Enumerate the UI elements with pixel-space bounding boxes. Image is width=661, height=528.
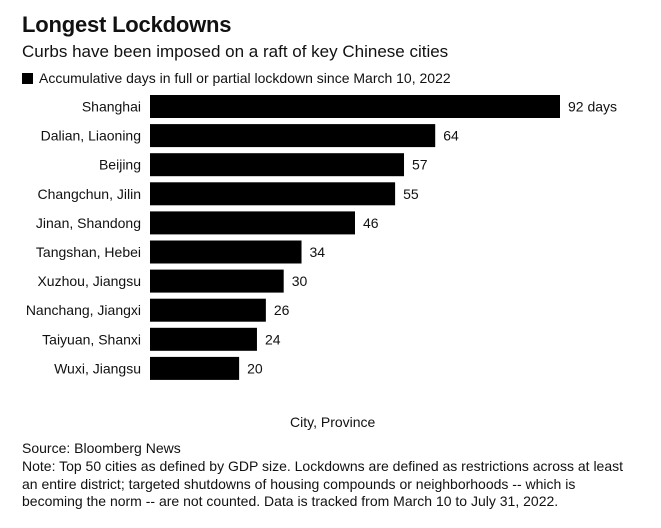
value-label: 57 [412,157,428,173]
value-label: 20 [247,360,263,376]
category-label: Dalian, Liaoning [41,128,141,144]
value-label: 34 [310,244,326,260]
value-label: 92 days [568,99,617,115]
source-text: Source: Bloomberg News [22,440,181,456]
value-label: 30 [292,273,308,289]
category-label: Changchun, Jilin [37,186,141,202]
bar [150,327,257,351]
bar [150,124,436,148]
value-label: 26 [274,302,290,318]
category-label: Jinan, Shandong [36,215,141,231]
category-label: Nanchang, Jiangxi [26,302,141,318]
category-label: Wuxi, Jiangsu [54,360,141,376]
value-label: 64 [443,128,459,144]
value-label: 46 [363,215,379,231]
value-label: 55 [403,186,419,202]
category-label: Taiyuan, Shanxi [42,331,141,347]
bar [150,240,302,264]
legend: Accumulative days in full or partial loc… [22,70,451,86]
chart-title: Longest Lockdowns [22,12,232,37]
value-label: 24 [265,331,281,347]
bar [150,211,355,235]
category-label: Xuzhou, Jiangsu [37,273,141,289]
bar [150,153,405,177]
bar [150,182,396,206]
bar [150,356,240,380]
legend-label: Accumulative days in full or partial loc… [39,70,451,86]
bar [150,269,284,293]
category-label: Beijing [99,157,141,173]
legend-swatch [22,72,33,84]
chart-subtitle: Curbs have been imposed on a raft of key… [22,42,449,61]
category-label: Shanghai [82,99,141,115]
note-text: Note: Top 50 cities as defined by GDP si… [22,458,624,509]
bar [150,95,560,118]
category-label: Tangshan, Hebei [36,244,141,260]
bar [150,298,266,322]
x-axis-label: City, Province [290,414,376,430]
